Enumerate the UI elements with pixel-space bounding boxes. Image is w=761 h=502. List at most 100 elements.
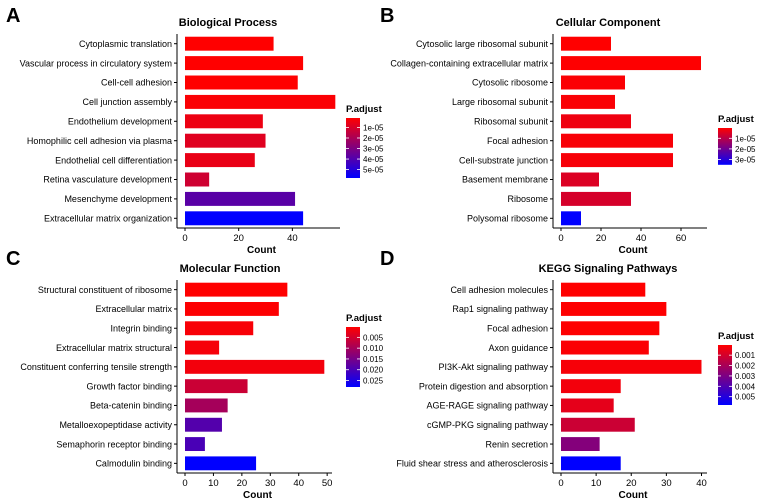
category-label: Large ribosomal subunit bbox=[452, 97, 549, 107]
panel-title: Cellular Component bbox=[556, 17, 661, 29]
x-axis-title: Count bbox=[247, 245, 277, 256]
panel-c: C Molecular Function Structural constituen… bbox=[6, 248, 384, 501]
panel-letter: D bbox=[380, 248, 394, 270]
x-tick-label: 20 bbox=[596, 233, 607, 244]
bar bbox=[561, 211, 581, 226]
x-tick-label: 20 bbox=[237, 478, 248, 489]
bar bbox=[561, 437, 600, 451]
category-label: AGE-RAGE signaling pathway bbox=[426, 401, 548, 411]
legend-label: 0.025 bbox=[363, 377, 384, 386]
bar bbox=[185, 282, 288, 297]
category-label: Fluid shear stress and atherosclerosis bbox=[396, 459, 548, 469]
category-label: Vascular process in circulatory system bbox=[20, 58, 172, 68]
legend-label: 0.003 bbox=[735, 372, 756, 381]
bar bbox=[185, 437, 205, 451]
legend-colorbar bbox=[718, 128, 732, 165]
legend-label: 2e-05 bbox=[735, 145, 756, 154]
bar bbox=[561, 114, 631, 129]
legend-title: P.adjust bbox=[346, 313, 383, 324]
legend-label: 0.001 bbox=[735, 351, 756, 360]
legend-label: 0.020 bbox=[363, 366, 384, 375]
x-tick-label: 40 bbox=[293, 478, 304, 489]
category-label: Cell adhesion molecules bbox=[450, 285, 548, 295]
x-tick-label: 10 bbox=[591, 478, 602, 489]
category-label: Metalloexopeptidase activity bbox=[59, 420, 172, 430]
x-tick-label: 0 bbox=[182, 233, 187, 244]
bar bbox=[185, 56, 304, 71]
legend-colorbar bbox=[718, 345, 732, 405]
panel-letter: C bbox=[6, 248, 20, 270]
bar bbox=[185, 417, 222, 432]
bar bbox=[561, 398, 614, 413]
legend-title: P.adjust bbox=[346, 104, 383, 115]
legend-label: 5e-05 bbox=[363, 166, 384, 175]
legend-label: 3e-05 bbox=[735, 155, 756, 164]
panel-title: Molecular Function bbox=[180, 263, 281, 275]
legend-colorbar bbox=[346, 327, 360, 387]
category-label: Ribosomal subunit bbox=[474, 117, 549, 127]
category-label: Structural constituent of ribosome bbox=[38, 285, 172, 295]
bar bbox=[561, 456, 621, 471]
bar bbox=[185, 114, 263, 129]
bar bbox=[185, 398, 228, 413]
panel-d: D KEGG Signaling Pathways Cell adhesion mo… bbox=[380, 248, 756, 501]
x-tick-label: 30 bbox=[265, 478, 276, 489]
legend-label: 0.010 bbox=[363, 344, 384, 353]
category-label: Semaphorin receptor binding bbox=[56, 439, 172, 449]
legend-label: 0.004 bbox=[735, 382, 756, 391]
x-tick-label: 20 bbox=[233, 233, 244, 244]
bar bbox=[185, 456, 257, 471]
category-label: Homophilic cell adhesion via plasma bbox=[27, 136, 172, 146]
legend: P.adjust 0.005 0.010 0.015 0.020 0.025 bbox=[346, 313, 384, 387]
category-label: Extracellular matrix structural bbox=[56, 343, 172, 353]
bar bbox=[561, 75, 625, 90]
category-label: Cell-cell adhesion bbox=[101, 78, 172, 88]
bar bbox=[561, 282, 646, 297]
category-label: Basement membrane bbox=[462, 175, 548, 185]
x-tick-label: 40 bbox=[287, 233, 298, 244]
bar bbox=[561, 359, 702, 374]
panel-letter: A bbox=[6, 5, 20, 27]
category-label: Extracellular matrix bbox=[95, 304, 172, 314]
category-label: Cell junction assembly bbox=[82, 97, 172, 107]
bar bbox=[561, 172, 599, 187]
bar bbox=[561, 56, 701, 71]
bar bbox=[561, 379, 621, 394]
legend-label: 2e-05 bbox=[363, 134, 384, 143]
category-label: Calmodulin binding bbox=[95, 459, 172, 469]
bar bbox=[185, 153, 255, 168]
category-label: Retina vasculature development bbox=[43, 175, 172, 185]
bar bbox=[561, 340, 649, 355]
bar bbox=[185, 94, 336, 109]
x-axis-title: Count bbox=[243, 490, 273, 501]
bar bbox=[185, 211, 304, 226]
category-label: Beta-catenin binding bbox=[90, 401, 172, 411]
bar bbox=[185, 379, 248, 394]
category-label: Protein digestion and absorption bbox=[419, 381, 548, 391]
bar bbox=[561, 153, 673, 168]
x-tick-label: 40 bbox=[636, 233, 647, 244]
x-axis-title: Count bbox=[619, 245, 649, 256]
bar bbox=[185, 172, 210, 187]
x-tick-label: 40 bbox=[696, 478, 707, 489]
category-label: Ribosome bbox=[507, 194, 548, 204]
x-tick-label: 0 bbox=[558, 233, 563, 244]
category-label: Cytoplasmic translation bbox=[79, 39, 172, 49]
bar bbox=[185, 191, 296, 206]
legend-title: P.adjust bbox=[718, 114, 755, 125]
category-label: Cytosolic large ribosomal subunit bbox=[416, 39, 549, 49]
legend-colorbar bbox=[346, 118, 360, 178]
bar bbox=[561, 417, 635, 432]
bar bbox=[561, 36, 611, 51]
bar bbox=[185, 36, 274, 51]
bar bbox=[561, 94, 615, 109]
panel-title: KEGG Signaling Pathways bbox=[539, 263, 678, 275]
bar bbox=[561, 321, 660, 336]
x-tick-label: 10 bbox=[208, 478, 219, 489]
bar bbox=[185, 359, 325, 374]
bar bbox=[185, 321, 254, 336]
category-label: cGMP-PKG signaling pathway bbox=[427, 420, 549, 430]
x-tick-label: 30 bbox=[661, 478, 672, 489]
category-label: Focal adhesion bbox=[487, 323, 548, 333]
